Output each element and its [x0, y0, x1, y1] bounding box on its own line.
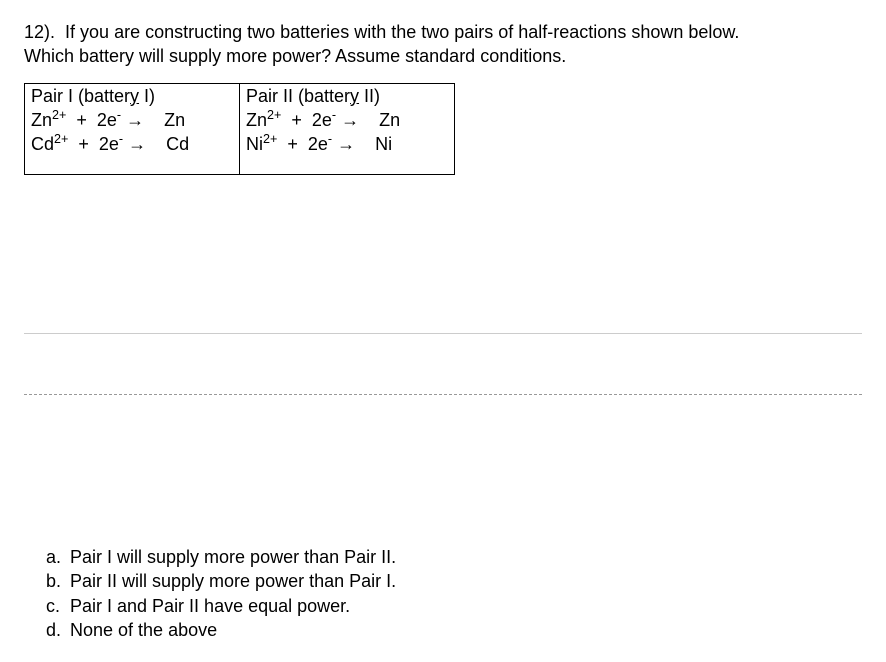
option-text: None of the above	[70, 618, 217, 642]
pair-2-header: Pair II (battery II)	[246, 86, 446, 108]
plus-sign: +	[66, 108, 97, 132]
option-c[interactable]: c. Pair I and Pair II have equal power.	[46, 594, 862, 618]
reactant-species: Cd	[31, 134, 54, 154]
separator-dashed	[24, 394, 862, 395]
half-reactions-table: Pair I (battery I) Zn2+ + 2e- → Zn Cd2+ …	[24, 83, 455, 176]
option-d[interactable]: d. None of the above	[46, 618, 862, 642]
pair-1-header-underline: y	[130, 86, 139, 106]
product-species: Zn	[364, 110, 400, 130]
electrons: 2e	[312, 110, 332, 130]
pair-1-header: Pair I (battery I)	[31, 86, 231, 108]
reactant-species: Ni	[246, 134, 263, 154]
option-text: Pair I and Pair II have equal power.	[70, 594, 350, 618]
electrons: 2e	[308, 134, 328, 154]
vertical-spacer	[24, 183, 862, 333]
answer-options: a. Pair I will supply more power than Pa…	[24, 545, 862, 642]
option-text: Pair I will supply more power than Pair …	[70, 545, 396, 569]
pair-2-header-suffix: II)	[359, 86, 380, 106]
option-b[interactable]: b. Pair II will supply more power than P…	[46, 569, 862, 593]
arrow-icon: →	[336, 110, 364, 130]
option-letter: d.	[46, 618, 70, 642]
plus-sign: +	[277, 132, 308, 156]
pair-1-cell: Pair I (battery I) Zn2+ + 2e- → Zn Cd2+ …	[25, 83, 240, 175]
reactant-charge: 2+	[263, 132, 277, 146]
reactant-species: Zn	[31, 110, 52, 130]
pair-1-header-prefix: Pair I (batter	[31, 86, 130, 106]
question-line2: Which battery will supply more power? As…	[24, 46, 566, 66]
reactant-charge: 2+	[52, 108, 66, 122]
reactant-charge: 2+	[267, 108, 281, 122]
plus-sign: +	[281, 108, 312, 132]
option-letter: c.	[46, 594, 70, 618]
pair-1-header-suffix: I)	[139, 86, 155, 106]
pair-2-reaction-1: Zn2+ + 2e- → Zn	[246, 108, 446, 132]
product-species: Zn	[149, 110, 185, 130]
pair-2-header-underline: y	[350, 86, 359, 106]
question-prompt: 12). If you are constructing two batteri…	[24, 20, 862, 69]
question-line1: If you are constructing two batteries wi…	[65, 22, 739, 42]
option-letter: a.	[46, 545, 70, 569]
product-species: Ni	[360, 134, 392, 154]
reactant-species: Zn	[246, 110, 267, 130]
pair-2-header-prefix: Pair II (batter	[246, 86, 350, 106]
pair-1-reaction-1: Zn2+ + 2e- → Zn	[31, 108, 231, 132]
question-number: 12).	[24, 22, 55, 42]
reactant-charge: 2+	[54, 132, 68, 146]
arrow-icon: →	[121, 110, 149, 130]
option-letter: b.	[46, 569, 70, 593]
option-text: Pair II will supply more power than Pair…	[70, 569, 396, 593]
pair-2-reaction-2: Ni2+ + 2e- → Ni	[246, 132, 446, 156]
plus-sign: +	[68, 132, 99, 156]
pair-2-cell: Pair II (battery II) Zn2+ + 2e- → Zn Ni2…	[240, 83, 455, 175]
product-species: Cd	[151, 134, 189, 154]
pair-1-reaction-2: Cd2+ + 2e- → Cd	[31, 132, 231, 156]
arrow-icon: →	[123, 134, 151, 154]
electrons: 2e	[97, 110, 117, 130]
option-a[interactable]: a. Pair I will supply more power than Pa…	[46, 545, 862, 569]
electrons: 2e	[99, 134, 119, 154]
arrow-icon: →	[332, 134, 360, 154]
separator-top	[24, 333, 862, 334]
